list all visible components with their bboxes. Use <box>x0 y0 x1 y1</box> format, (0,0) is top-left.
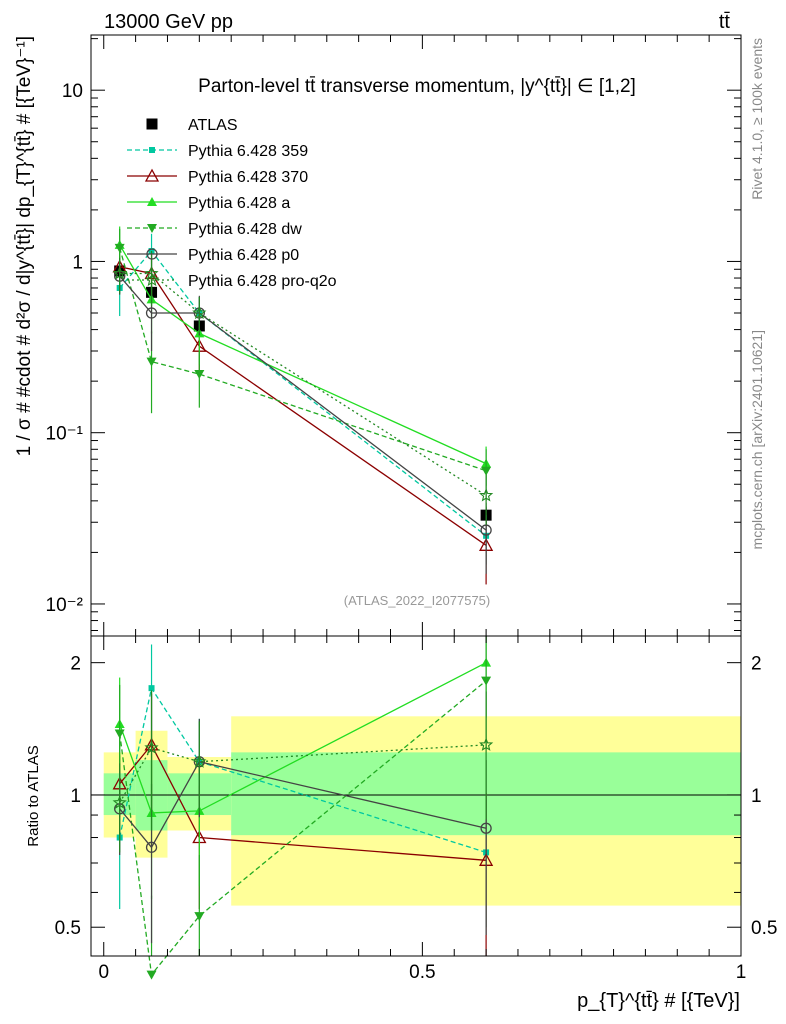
data-point <box>481 676 492 686</box>
legend-label: Pythia 6.428 359 <box>188 143 308 160</box>
legend-label: ATLAS <box>188 117 238 134</box>
x-tick-label: 0.5 <box>409 962 435 983</box>
data-point <box>145 307 158 319</box>
legend-label: Pythia 6.428 p0 <box>188 247 299 264</box>
legend-entry-pythia-6-428-p0: Pythia 6.428 p0 <box>127 247 299 264</box>
data-point <box>481 466 492 476</box>
data-point <box>146 970 157 980</box>
data-point <box>478 737 494 751</box>
data-point <box>480 822 492 834</box>
legend-entry-pythia-6-428-a: Pythia 6.428 a <box>127 195 290 212</box>
data-point <box>146 357 157 367</box>
data-point <box>144 740 159 754</box>
energy-label: 13000 GeV pp <box>104 11 233 33</box>
y-tick-label: 10⁻² <box>46 595 84 616</box>
rivet-label: Rivet 4.1.0, ≥ 100k events <box>749 38 765 200</box>
legend-label: Pythia 6.428 a <box>188 195 290 212</box>
y-tick-label: 10 <box>62 81 83 102</box>
legend-entry-pythia-6-428-pro-q2o: Pythia 6.428 pro-q2o <box>127 272 337 290</box>
ratio-y-tick-label-right: 1 <box>751 786 762 807</box>
series-line <box>119 662 487 814</box>
legend-marker <box>147 224 157 233</box>
legend-entry-atlas: ATLAS <box>146 117 238 134</box>
data-point <box>194 370 205 380</box>
data-point <box>480 524 492 536</box>
data-point <box>192 754 207 768</box>
data-point <box>194 912 205 922</box>
series-line <box>119 743 487 861</box>
data-point <box>192 305 207 320</box>
x-tick-label: 0 <box>98 962 109 983</box>
ratio-series-layer <box>112 636 494 980</box>
ratio-y-tick-label: 1 <box>70 786 81 807</box>
process-label: tt̄ <box>719 11 731 33</box>
series-line <box>119 247 487 472</box>
x-tick-labels: 0 0.5 1 <box>98 962 746 983</box>
data-point <box>114 243 125 253</box>
series-pythia-6-428-a <box>114 226 492 486</box>
series-line <box>119 249 487 537</box>
legend: ATLAS Pythia 6.428 359 Pythia 6.428 370 Pyt… <box>127 117 337 290</box>
ratio-y-tick-label: 0.5 <box>55 918 81 939</box>
legend-marker <box>146 248 158 260</box>
series-line <box>119 686 487 854</box>
series-pythia-6-428-pro-q2o <box>112 251 494 525</box>
main-y-axis-label: 1 / σ # #cdot # d²σ / d|y^{tt̄}| dp_{T}^… <box>14 36 35 456</box>
legend-entry-pythia-6-428-359: Pythia 6.428 359 <box>127 143 308 160</box>
ratio-series-pythia-6-428-pro-q2o <box>112 690 494 853</box>
ratio-y-tick-label-right: 0.5 <box>751 918 777 939</box>
x-tick-label: 1 <box>736 962 747 983</box>
main-series-layer <box>112 226 494 585</box>
main-panel: 10⁻² 10⁻¹ 1 10 Parton-level tt̄ transverse … <box>14 34 742 637</box>
legend-marker <box>147 197 157 206</box>
legend-marker <box>146 118 158 130</box>
y-tick-label: 10⁻¹ <box>46 424 84 445</box>
series-atlas <box>114 265 492 525</box>
data-point <box>112 266 127 280</box>
chart-title: Parton-level tt̄ transverse momentum, |y… <box>198 76 636 97</box>
ratio-axis-ticks <box>91 636 742 956</box>
series-line <box>119 244 487 465</box>
legend-label: Pythia 6.428 dw <box>188 221 302 238</box>
legend-marker <box>144 168 160 182</box>
x-axis-label: p_{T}^{tt̄} # [{TeV}] <box>577 990 740 1012</box>
mcplots-label: mcplots.cern.ch [arXiv:2401.10621] <box>749 330 765 549</box>
data-point <box>114 729 125 739</box>
series-pythia-6-428-370 <box>112 254 494 585</box>
data-point <box>112 795 127 809</box>
main-y-tick-labels: 10⁻² 10⁻¹ 1 10 <box>46 81 84 616</box>
analysis-id: (ATLAS_2022_I2077575) <box>344 593 490 608</box>
series-line <box>119 744 487 804</box>
data-point <box>148 685 155 692</box>
series-pythia-6-428-dw <box>114 228 492 501</box>
legend-marker <box>144 272 160 287</box>
legend-label: Pythia 6.428 370 <box>188 169 308 186</box>
ratio-y-axis-label: Ratio to ATLAS <box>25 745 42 846</box>
series-line <box>119 680 487 977</box>
legend-label: Pythia 6.428 pro-q2o <box>188 273 337 290</box>
data-point <box>478 487 494 502</box>
series-line <box>119 275 487 531</box>
series-line <box>119 272 487 497</box>
ratio-panel: 0.5 0.51 12 2 0 0.5 1 Ratio to ATLAS p_{T}^{t… <box>25 635 778 1012</box>
series-line <box>119 266 487 546</box>
ratio-y-tick-label: 2 <box>70 654 81 675</box>
main-axis-ticks <box>91 35 742 636</box>
legend-entry-pythia-6-428-dw: Pythia 6.428 dw <box>127 221 302 238</box>
ratio-y-tick-labels: 0.5 0.5 1 1 2 2 <box>55 654 778 940</box>
legend-marker <box>149 147 155 153</box>
series-line <box>119 760 487 849</box>
legend-entry-pythia-6-428-370: Pythia 6.428 370 <box>127 168 308 186</box>
y-tick-label: 1 <box>72 252 83 273</box>
ratio-frame <box>90 635 742 957</box>
ratio-y-tick-label-right: 2 <box>751 654 762 675</box>
data-point <box>145 841 158 853</box>
